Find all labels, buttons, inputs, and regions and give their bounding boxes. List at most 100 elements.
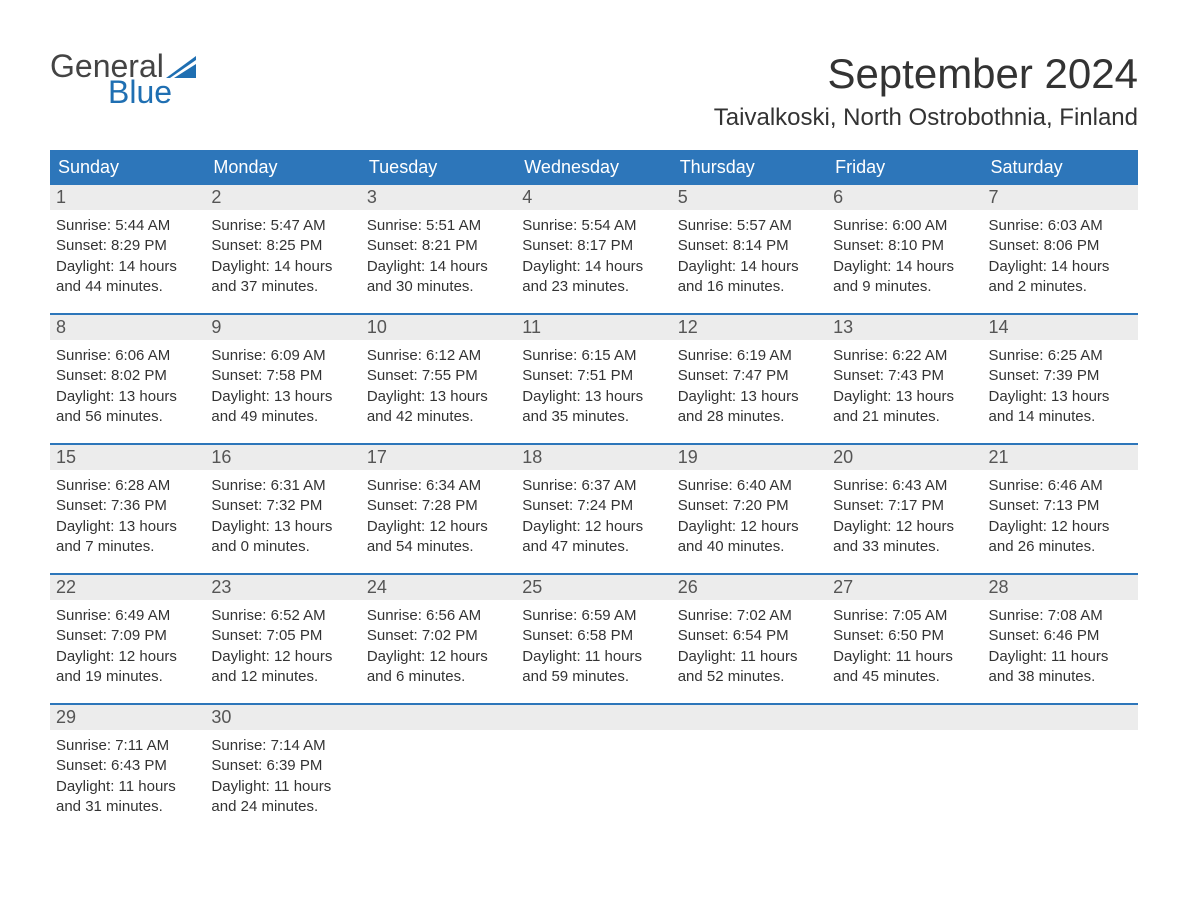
day-body: Sunrise: 6:34 AMSunset: 7:28 PMDaylight:… [361,470,516,565]
day-number: 14 [983,315,1138,340]
day-cell: 15Sunrise: 6:28 AMSunset: 7:36 PMDayligh… [50,445,205,573]
day-sunrise: Sunrise: 6:56 AM [367,606,510,626]
day-dl1: Daylight: 11 hours [678,647,821,667]
day-sunset: Sunset: 7:58 PM [211,366,354,386]
day-dl1: Daylight: 12 hours [211,647,354,667]
day-sunrise: Sunrise: 6:40 AM [678,476,821,496]
day-sunset: Sunset: 7:05 PM [211,626,354,646]
day-cell: 26Sunrise: 7:02 AMSunset: 6:54 PMDayligh… [672,575,827,703]
day-body: Sunrise: 6:28 AMSunset: 7:36 PMDaylight:… [50,470,205,565]
day-cell: 13Sunrise: 6:22 AMSunset: 7:43 PMDayligh… [827,315,982,443]
day-number: 9 [205,315,360,340]
weekday-wed: Wednesday [516,150,671,185]
day-cell: 21Sunrise: 6:46 AMSunset: 7:13 PMDayligh… [983,445,1138,573]
day-cell: 9 Sunrise: 6:09 AMSunset: 7:58 PMDaylight… [205,315,360,443]
day-cell: 28Sunrise: 7:08 AMSunset: 6:46 PMDayligh… [983,575,1138,703]
day-number: 27 [827,575,982,600]
day-sunset: Sunset: 7:24 PM [522,496,665,516]
day-dl1: Daylight: 13 hours [989,387,1132,407]
weeks-container: 1Sunrise: 5:44 AMSunset: 8:29 PMDaylight… [50,185,1138,833]
day-sunrise: Sunrise: 7:08 AM [989,606,1132,626]
day-sunrise: Sunrise: 6:43 AM [833,476,976,496]
day-body: Sunrise: 6:40 AMSunset: 7:20 PMDaylight:… [672,470,827,565]
day-body: Sunrise: 6:37 AMSunset: 7:24 PMDaylight:… [516,470,671,565]
day-sunrise: Sunrise: 6:46 AM [989,476,1132,496]
day-sunrise: Sunrise: 6:12 AM [367,346,510,366]
week-row: 22Sunrise: 6:49 AMSunset: 7:09 PMDayligh… [50,573,1138,703]
day-sunrise: Sunrise: 6:22 AM [833,346,976,366]
day-number: 16 [205,445,360,470]
day-dl1: Daylight: 12 hours [678,517,821,537]
day-cell: 17Sunrise: 6:34 AMSunset: 7:28 PMDayligh… [361,445,516,573]
day-sunrise: Sunrise: 6:06 AM [56,346,199,366]
day-number: 30 [205,705,360,730]
day-number: . [361,705,516,730]
day-dl2: and 12 minutes. [211,667,354,687]
day-dl2: and 19 minutes. [56,667,199,687]
day-body: Sunrise: 6:12 AMSunset: 7:55 PMDaylight:… [361,340,516,435]
day-dl1: Daylight: 12 hours [833,517,976,537]
day-number: 5 [672,185,827,210]
day-number: 8 [50,315,205,340]
day-dl2: and 24 minutes. [211,797,354,817]
day-dl2: and 33 minutes. [833,537,976,557]
day-body: Sunrise: 6:03 AMSunset: 8:06 PMDaylight:… [983,210,1138,305]
day-number: . [827,705,982,730]
day-dl2: and 23 minutes. [522,277,665,297]
day-body: Sunrise: 5:51 AMSunset: 8:21 PMDaylight:… [361,210,516,305]
day-sunrise: Sunrise: 6:03 AM [989,216,1132,236]
day-sunrise: Sunrise: 6:28 AM [56,476,199,496]
weekday-fri: Friday [827,150,982,185]
day-dl1: Daylight: 13 hours [211,387,354,407]
day-dl1: Daylight: 12 hours [989,517,1132,537]
day-number: 4 [516,185,671,210]
day-dl2: and 35 minutes. [522,407,665,427]
day-sunrise: Sunrise: 5:57 AM [678,216,821,236]
day-number: 1 [50,185,205,210]
day-number: 12 [672,315,827,340]
day-dl2: and 40 minutes. [678,537,821,557]
day-dl1: Daylight: 11 hours [522,647,665,667]
day-dl1: Daylight: 13 hours [522,387,665,407]
day-cell: 10Sunrise: 6:12 AMSunset: 7:55 PMDayligh… [361,315,516,443]
day-cell: . [516,705,671,833]
day-body: Sunrise: 6:56 AMSunset: 7:02 PMDaylight:… [361,600,516,695]
day-dl2: and 9 minutes. [833,277,976,297]
day-cell: . [827,705,982,833]
day-body: Sunrise: 6:22 AMSunset: 7:43 PMDaylight:… [827,340,982,435]
day-sunset: Sunset: 7:09 PM [56,626,199,646]
day-sunset: Sunset: 7:47 PM [678,366,821,386]
location: Taivalkoski, North Ostrobothnia, Finland [714,104,1138,132]
weekday-thu: Thursday [672,150,827,185]
day-dl1: Daylight: 13 hours [211,517,354,537]
day-number: 11 [516,315,671,340]
day-cell: 8Sunrise: 6:06 AMSunset: 8:02 PMDaylight… [50,315,205,443]
month-title: September 2024 [714,50,1138,98]
day-number: . [983,705,1138,730]
day-sunset: Sunset: 6:46 PM [989,626,1132,646]
day-sunset: Sunset: 7:36 PM [56,496,199,516]
day-number: 28 [983,575,1138,600]
day-cell: 11Sunrise: 6:15 AMSunset: 7:51 PMDayligh… [516,315,671,443]
day-sunset: Sunset: 8:17 PM [522,236,665,256]
day-dl1: Daylight: 12 hours [367,647,510,667]
title-block: September 2024 Taivalkoski, North Ostrob… [714,50,1138,132]
day-dl2: and 45 minutes. [833,667,976,687]
day-cell: 27Sunrise: 7:05 AMSunset: 6:50 PMDayligh… [827,575,982,703]
day-dl2: and 2 minutes. [989,277,1132,297]
day-body: Sunrise: 7:08 AMSunset: 6:46 PMDaylight:… [983,600,1138,695]
day-body: Sunrise: 6:25 AMSunset: 7:39 PMDaylight:… [983,340,1138,435]
day-sunrise: Sunrise: 5:54 AM [522,216,665,236]
day-dl2: and 14 minutes. [989,407,1132,427]
day-cell: 23Sunrise: 6:52 AMSunset: 7:05 PMDayligh… [205,575,360,703]
day-dl2: and 37 minutes. [211,277,354,297]
day-sunrise: Sunrise: 6:09 AM [211,346,354,366]
day-body: Sunrise: 7:11 AMSunset: 6:43 PMDaylight:… [50,730,205,825]
day-sunrise: Sunrise: 6:52 AM [211,606,354,626]
day-dl2: and 44 minutes. [56,277,199,297]
day-dl2: and 0 minutes. [211,537,354,557]
day-sunset: Sunset: 8:02 PM [56,366,199,386]
day-sunset: Sunset: 7:20 PM [678,496,821,516]
day-body: Sunrise: 6:43 AMSunset: 7:17 PMDaylight:… [827,470,982,565]
day-dl1: Daylight: 13 hours [56,517,199,537]
